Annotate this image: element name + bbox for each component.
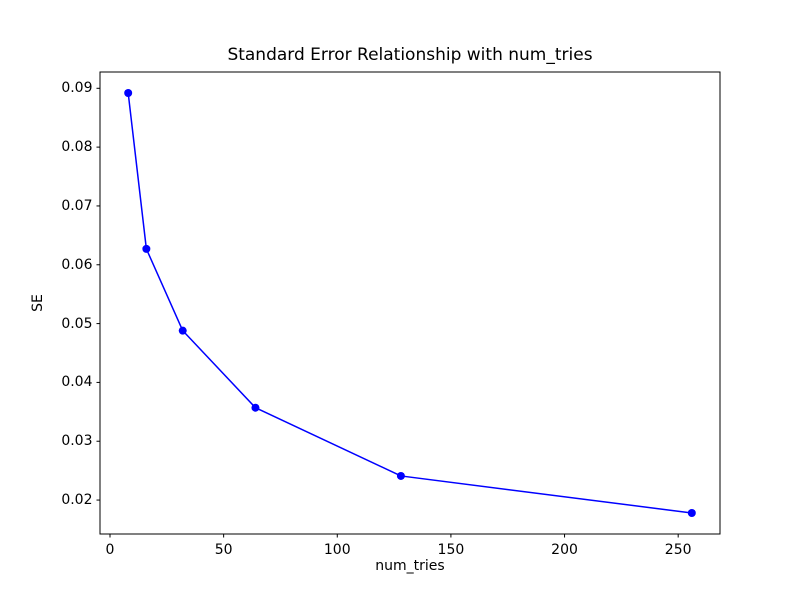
data-point [687,509,696,517]
data-point [251,403,260,412]
data-line [127,92,692,514]
x-axis-label: num_tries [375,558,445,574]
chart-title: Standard Error Relationship with num_tri… [227,45,593,65]
x-tick-label: 250 [664,541,692,558]
axes-spines [99,71,721,535]
y-tick-label: 0.08 [61,139,93,156]
x-tick-label: 150 [437,541,465,558]
data-point [124,89,133,97]
y-tick-label: 0.09 [61,80,93,97]
y-axis-label-text: SE [30,294,46,312]
data-point [178,326,187,335]
data-point [142,244,151,253]
y-tick-label: 0.03 [61,433,93,450]
y-tick-label: 0.02 [61,492,93,509]
y-tick-label: 0.05 [61,315,93,332]
x-tick-label: 100 [323,541,351,558]
x-tick-label: 0 [105,541,115,558]
y-tick-label: 0.04 [61,374,93,391]
x-tick-label: 200 [551,541,578,558]
data-point [396,471,405,480]
x-tick-label: 50 [214,541,233,558]
y-tick-label: 0.06 [61,256,93,273]
y-tick-label: 0.07 [61,197,93,214]
